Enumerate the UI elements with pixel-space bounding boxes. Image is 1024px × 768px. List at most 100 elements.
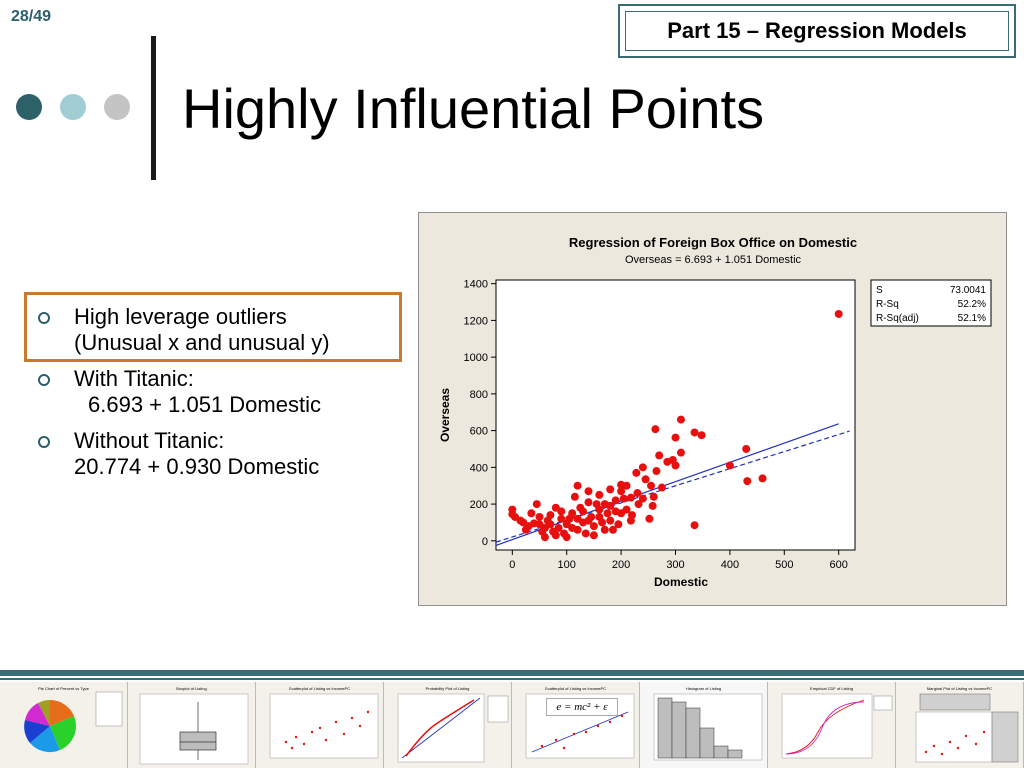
data-point	[584, 516, 593, 525]
stat-value: 52.2%	[958, 299, 986, 310]
decorative-dot-dark	[16, 94, 42, 120]
data-point	[649, 492, 658, 501]
data-point	[527, 509, 536, 518]
stat-label: R-Sq(adj)	[876, 313, 919, 324]
bullet-item: With Titanic: 6.693 + 1.051 Domestic	[38, 366, 330, 418]
part-label: Part 15 – Regression Models	[625, 11, 1009, 51]
title-divider	[151, 36, 156, 180]
data-point	[645, 514, 654, 523]
data-point	[634, 500, 643, 509]
bullet-line: 20.774 + 0.930 Domestic	[74, 454, 320, 479]
data-point	[632, 468, 641, 477]
data-point	[617, 487, 626, 496]
marginal-thumbnail-icon	[915, 693, 1019, 763]
y-tick-label: 600	[470, 426, 488, 438]
x-tick-label: 400	[721, 559, 739, 571]
data-point	[608, 525, 617, 534]
thumbnail-title: Histogram of Listing	[685, 686, 722, 691]
data-point	[606, 516, 615, 525]
x-tick-label: 0	[509, 559, 515, 571]
highlight-box	[24, 292, 402, 362]
stats-box: S 73.0041 R-Sq 52.2% R-Sq(adj) 52.1%	[870, 279, 992, 327]
data-point	[595, 490, 604, 499]
data-point	[565, 514, 574, 523]
thumbnail-probability[interactable]: Probability Plot of Listing	[384, 682, 512, 768]
stat-value: 73.0041	[950, 285, 987, 296]
plot-area	[495, 279, 856, 551]
thumbnail-pie[interactable]: Pie Chart of Percent vs Type	[0, 682, 128, 768]
scatter-thumbnail-icon	[525, 693, 635, 759]
y-tick-label: 400	[470, 462, 488, 474]
y-tick-label: 1000	[464, 352, 488, 364]
stat-value: 52.1%	[958, 313, 986, 324]
bullet-list: High leverage outliers (Unusual x and un…	[38, 304, 330, 490]
data-point	[521, 525, 530, 534]
stat-label: R-Sq	[876, 299, 899, 310]
bullet-line: With Titanic:	[74, 366, 194, 391]
bullet-ring-icon	[38, 312, 50, 324]
data-point	[697, 431, 706, 440]
data-point	[834, 309, 843, 318]
x-tick-label: 600	[830, 559, 848, 571]
data-point	[532, 500, 541, 509]
boxplot-thumbnail-icon	[139, 693, 249, 765]
data-point	[758, 474, 767, 483]
data-point	[581, 529, 590, 538]
data-point	[562, 533, 571, 542]
data-point	[600, 525, 609, 534]
thumbnail-marginal[interactable]: Marginal Plot of Listing vs IncomePC	[896, 682, 1024, 768]
data-point	[570, 492, 579, 501]
scatter-thumbnail-icon	[269, 693, 379, 759]
data-point	[622, 505, 631, 514]
data-point	[638, 463, 647, 472]
thumbnail-histogram[interactable]: Histogram of Listing	[640, 682, 768, 768]
data-point	[742, 444, 751, 453]
data-point	[641, 475, 650, 484]
data-point	[633, 489, 642, 498]
data-point	[573, 481, 582, 490]
x-tick-label: 500	[775, 559, 793, 571]
data-point	[568, 523, 577, 532]
y-tick-label: 0	[482, 536, 488, 548]
pie-thumbnail-icon	[24, 691, 123, 753]
data-point	[638, 494, 647, 503]
thumbnail-scatter-1[interactable]: Scatterplot of Listing vs IncomePC	[256, 682, 384, 768]
regression-chart: Regression of Foreign Box Office on Dome…	[418, 212, 1007, 606]
y-tick-label: 200	[470, 499, 488, 511]
thumbnail-cdf[interactable]: Empirical CDF of Listing	[768, 682, 896, 768]
footer-bar-thin	[0, 678, 1024, 680]
y-axis-label: Overseas	[438, 388, 452, 442]
data-point	[595, 505, 604, 514]
data-point	[579, 507, 588, 516]
fit-line-without-titanic	[495, 430, 850, 543]
bullet-line: High leverage outliers	[74, 304, 287, 329]
data-point	[614, 520, 623, 529]
bullet-line: (Unusual x and unusual y)	[74, 330, 330, 355]
bullet-ring-icon	[38, 436, 50, 448]
data-point	[652, 467, 661, 476]
data-point	[651, 425, 660, 434]
data-point	[627, 511, 636, 520]
data-point	[725, 461, 734, 470]
data-point	[671, 433, 680, 442]
thumbnail-title: Probability Plot of Listing	[425, 686, 470, 691]
thumbnail-strip: Pie Chart of Percent vs Type Boxplot of …	[0, 682, 1024, 768]
formula-text: e = mc² + ε	[546, 698, 618, 716]
thumbnail-boxplot[interactable]: Boxplot of Listing	[128, 682, 256, 768]
data-point	[648, 501, 657, 510]
chart-subtitle: Overseas = 6.693 + 1.051 Domestic	[625, 254, 802, 266]
data-point	[584, 487, 593, 496]
thumbnail-scatter-2[interactable]: Scatterplot of Listing vs IncomePC e = m…	[512, 682, 640, 768]
x-tick-label: 100	[558, 559, 576, 571]
stat-label: S	[876, 285, 883, 296]
x-tick-label: 200	[612, 559, 630, 571]
histogram-thumbnail-icon	[653, 693, 763, 761]
data-point	[589, 531, 598, 540]
data-point	[619, 494, 628, 503]
data-point	[626, 493, 635, 502]
data-point	[655, 451, 664, 460]
slide-title: Highly Influential Points	[182, 77, 765, 140]
thumbnail-title: Marginal Plot of Listing vs IncomePC	[926, 686, 993, 691]
data-point	[668, 456, 677, 464]
bullet-item: Without Titanic: 20.774 + 0.930 Domestic	[38, 428, 330, 480]
